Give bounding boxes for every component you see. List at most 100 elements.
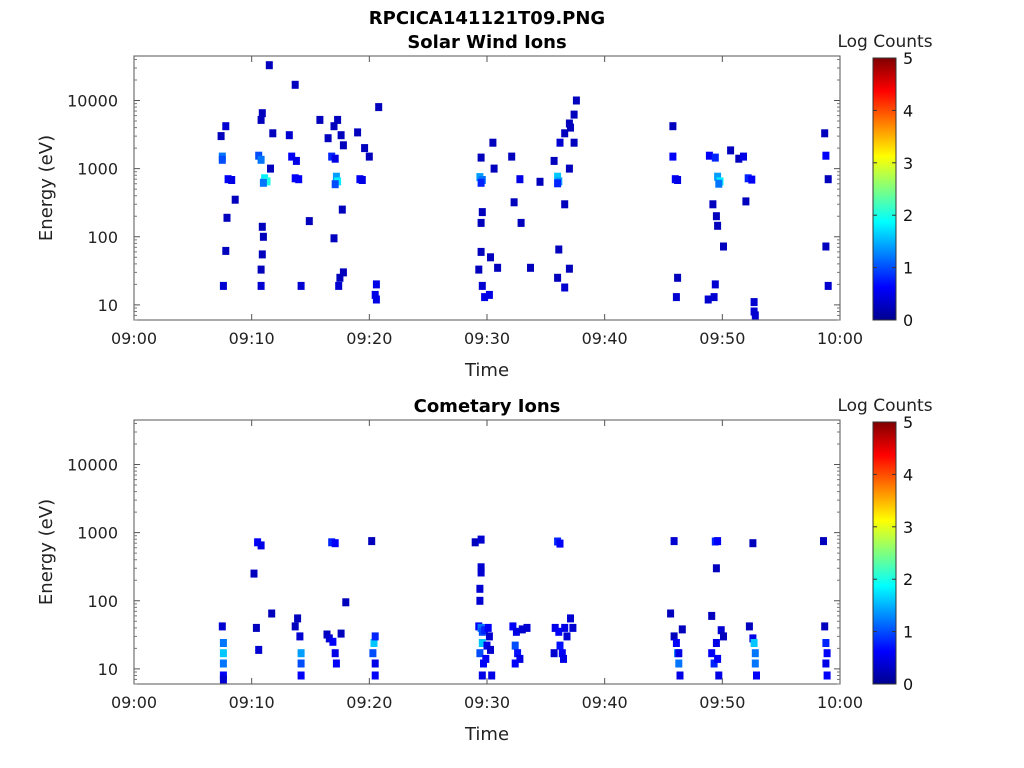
data-cell — [556, 138, 564, 147]
colorbar-2: Log Counts 0 1 2 3 4 5 — [837, 396, 932, 694]
data-cell — [297, 659, 305, 668]
data-cell — [745, 622, 753, 631]
data-cell — [514, 649, 522, 658]
data-cell — [570, 110, 578, 119]
data-cell — [536, 177, 544, 186]
colorbar-ticks: 0 1 2 3 4 5 — [873, 49, 913, 330]
data-cell — [371, 632, 379, 641]
data-cell — [288, 152, 296, 161]
data-cell — [748, 175, 756, 184]
data-cell — [257, 541, 265, 550]
data-cell — [255, 645, 263, 654]
data-cell — [490, 164, 498, 173]
data-cell — [224, 175, 232, 184]
x-tick-label: 10:00 — [817, 693, 863, 712]
figure-title: RPCICA141121T09.PNG — [369, 8, 605, 29]
colorbar-tick-label: 1 — [903, 259, 913, 278]
data-cell — [709, 200, 717, 209]
data-cell — [257, 281, 265, 290]
data-cell — [570, 138, 578, 147]
x-axis-label: Time — [464, 724, 509, 745]
data-cell — [365, 152, 373, 161]
data-cell — [750, 298, 758, 307]
cometary-title: Cometary Ions — [414, 396, 561, 417]
data-cell — [487, 645, 494, 654]
data-cell — [558, 649, 566, 658]
data-cell — [475, 265, 483, 274]
solar-wind-panel: Solar Wind Ions 09:00 09:10 09:20 09:30 09:4… — [36, 32, 863, 381]
colorbar-tick-label: 0 — [903, 675, 913, 694]
data-cell — [325, 634, 333, 643]
data-cell — [294, 614, 302, 623]
x-tick-label: 09:50 — [699, 329, 745, 348]
data-cell — [331, 154, 339, 163]
data-cell — [250, 569, 258, 578]
data-cell — [269, 129, 277, 138]
data-cell — [330, 122, 338, 131]
data-cell — [482, 654, 490, 663]
data-cell — [371, 290, 379, 299]
data-cell — [567, 123, 574, 132]
data-cell — [712, 212, 720, 221]
y-tick-label: 100 — [87, 228, 118, 247]
data-cell — [550, 649, 558, 658]
data-cell — [678, 625, 686, 634]
data-cell — [295, 175, 303, 184]
data-cell — [554, 172, 562, 181]
cometary-marks — [218, 535, 831, 684]
x-tick-label: 09:30 — [464, 329, 510, 348]
data-cell — [257, 155, 265, 164]
data-cell — [218, 622, 226, 631]
x-tick-label: 09:40 — [582, 329, 628, 348]
data-cell — [476, 584, 484, 593]
data-cell — [715, 671, 723, 680]
data-cell — [285, 131, 293, 140]
data-cell — [714, 537, 722, 546]
data-cell — [291, 622, 299, 631]
plot-area — [134, 56, 840, 320]
data-cell — [555, 627, 563, 636]
data-cell — [717, 626, 725, 635]
data-cell — [483, 641, 491, 650]
data-cell — [494, 263, 502, 272]
data-cell — [477, 178, 485, 187]
y-tick-label: 10000 — [67, 456, 118, 475]
data-cell — [316, 115, 324, 124]
y-tick-label: 1000 — [77, 160, 118, 179]
data-cell — [258, 222, 266, 231]
data-cell — [749, 539, 757, 548]
data-cell — [824, 281, 832, 290]
data-cell — [556, 539, 564, 548]
data-cell — [561, 623, 569, 632]
data-cell — [477, 535, 485, 544]
x-tick-label: 09:50 — [699, 693, 745, 712]
data-cell — [259, 232, 267, 241]
data-cell — [710, 293, 718, 302]
data-cell — [824, 175, 832, 184]
data-cell — [257, 265, 265, 274]
data-cell — [517, 218, 525, 227]
data-cell — [551, 623, 559, 632]
data-cell — [324, 134, 332, 143]
data-cell — [354, 128, 362, 137]
data-cell — [711, 280, 719, 289]
colorbar-tick-label: 3 — [903, 154, 913, 173]
data-cell — [252, 623, 260, 632]
data-cell — [563, 632, 571, 641]
data-cell — [371, 659, 379, 668]
data-cell — [291, 80, 299, 89]
data-cell — [477, 153, 485, 162]
data-cell — [478, 281, 486, 290]
data-cell — [268, 609, 276, 618]
data-cell — [561, 200, 569, 209]
data-cell — [675, 649, 683, 658]
data-cell — [368, 537, 376, 546]
data-cell — [477, 563, 485, 572]
data-cell — [372, 295, 380, 304]
x-tick-label: 09:00 — [111, 693, 157, 712]
data-cell — [255, 151, 263, 160]
data-cell — [518, 625, 526, 634]
data-cell — [331, 649, 339, 658]
data-cell — [478, 208, 486, 217]
